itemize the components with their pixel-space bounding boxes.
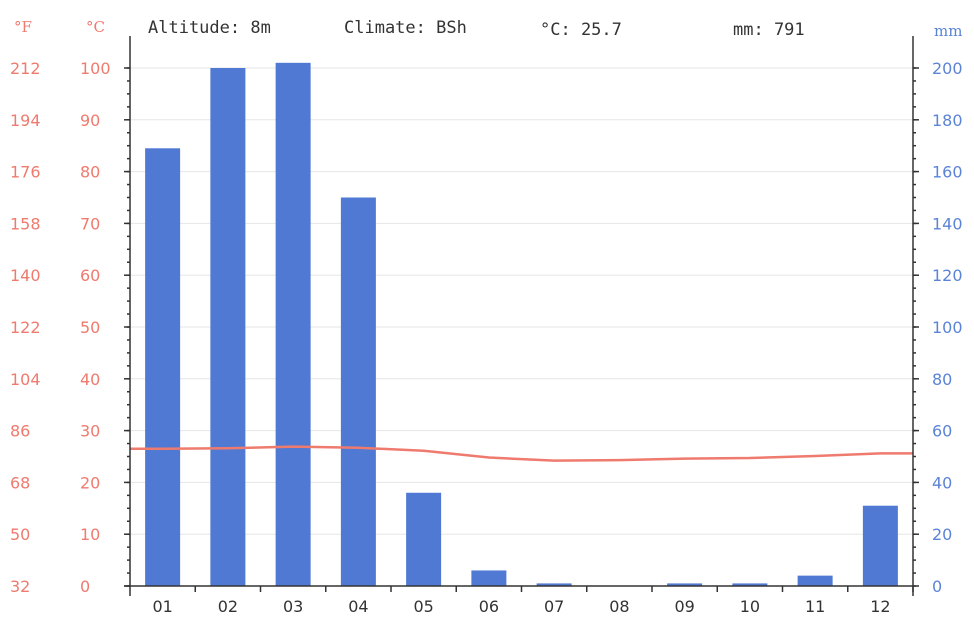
precipitation-ticks: 0 20 40 60 80 100 120 140 160 180 200 [932,59,963,596]
precip-tick-label: 160 [932,163,963,182]
fahrenheit-tick-label: 176 [10,163,41,182]
fahrenheit-ticks: 32 50 68 86 104 122 140 158 176 194 212 [10,59,41,596]
month-ticks: 01 02 03 04 05 06 07 08 09 10 11 12 [152,586,914,616]
celsius-unit-label: °C [86,18,105,36]
gridlines [130,67,913,535]
mm-unit-label: mm [934,22,962,40]
precip-tick-label: 60 [932,422,952,441]
precip-tick-label: 180 [932,111,963,130]
celsius-tick-label: 10 [80,525,100,544]
precip-bar [862,505,898,586]
precip-bar [471,570,507,586]
celsius-tick-label: 80 [80,163,100,182]
precip-tick-label: 80 [932,370,952,389]
precip-tick-label: 40 [932,473,952,492]
month-tick-label: 10 [740,597,760,616]
axis-tick-marks [124,67,919,587]
month-tick-label: 08 [609,597,629,616]
temperature-line [130,445,913,462]
celsius-tick-label: 70 [80,214,100,233]
fahrenheit-tick-label: 194 [10,111,41,130]
month-tick-label: 11 [805,597,825,616]
month-tick-label: 06 [479,597,499,616]
celsius-tick-label: 100 [80,59,111,78]
celsius-tick-label: 20 [80,473,100,492]
precip-bar [210,68,246,586]
climate-label: Climate: BSh [344,18,467,38]
month-tick-label: 12 [870,597,890,616]
fahrenheit-tick-label: 68 [10,473,30,492]
fahrenheit-tick-label: 158 [10,214,41,233]
month-tick-label: 09 [674,597,694,616]
precip-tick-label: 120 [932,266,963,285]
celsius-tick-label: 90 [80,111,100,130]
celsius-tick-label: 30 [80,422,100,441]
precip-bar [340,197,376,586]
fahrenheit-tick-label: 32 [10,577,30,596]
annual-precip-label: mm: 791 [733,20,805,40]
celsius-ticks: 0 10 20 30 40 50 60 70 80 90 100 [80,59,111,596]
precip-tick-label: 140 [932,214,963,233]
month-tick-label: 02 [218,597,238,616]
precip-bar [406,492,442,586]
precip-bar [145,148,181,587]
annual-temp-label: °C: 25.7 [540,20,622,40]
month-tick-label: 04 [348,597,368,616]
celsius-tick-label: 40 [80,370,100,389]
fahrenheit-tick-label: 122 [10,318,41,337]
altitude-label: Altitude: 8m [148,18,271,38]
fahrenheit-tick-label: 104 [10,370,41,389]
precip-tick-label: 20 [932,525,952,544]
precip-tick-label: 200 [932,59,963,78]
month-tick-label: 03 [283,597,303,616]
fahrenheit-tick-label: 50 [10,525,30,544]
precip-tick-label: 0 [932,577,942,596]
precip-bar [732,583,768,586]
fahrenheit-tick-label: 140 [10,266,41,285]
precip-bar [667,583,703,586]
celsius-tick-label: 60 [80,266,100,285]
celsius-tick-label: 50 [80,318,100,337]
fahrenheit-tick-label: 86 [10,422,30,441]
precip-bar [797,575,833,586]
precipitation-bars [145,62,898,587]
precip-tick-label: 100 [932,318,963,337]
celsius-tick-label: 0 [80,577,90,596]
month-tick-label: 05 [413,597,433,616]
precip-bar [275,62,311,586]
month-tick-label: 01 [152,597,172,616]
month-tick-label: 07 [544,597,564,616]
precip-bar [536,583,572,586]
fahrenheit-unit-label: °F [14,18,32,36]
fahrenheit-tick-label: 212 [10,59,41,78]
